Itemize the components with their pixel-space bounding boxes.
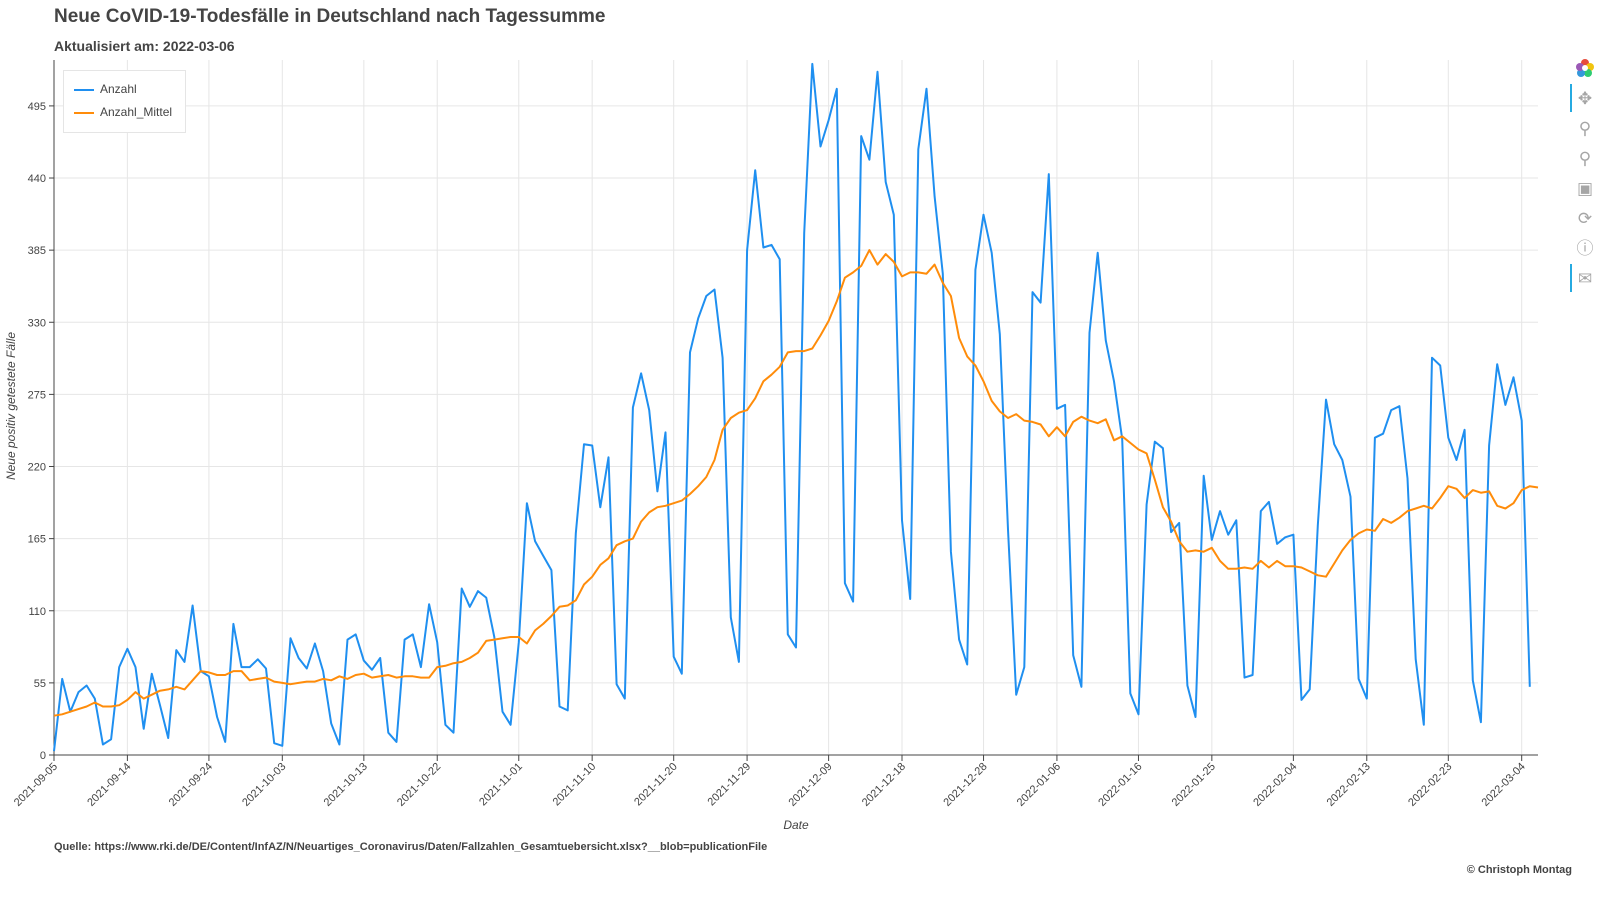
copyright-note: © Christoph Montag [1466, 864, 1572, 876]
x-tick-label: 2022-01-06 [1015, 761, 1063, 809]
grid [53, 60, 1538, 756]
x-tick-label: 2022-01-25 [1170, 761, 1218, 809]
y-tick-label: 495 [28, 101, 46, 113]
source-note: Quelle: https://www.rki.de/DE/Content/In… [54, 841, 768, 853]
legend-label-anzahl: Anzahl [100, 82, 137, 96]
bokeh-logo-icon[interactable] [1574, 58, 1596, 80]
x-tick-label: 2021-11-10 [551, 761, 599, 809]
pan-icon[interactable]: ✥ [1577, 89, 1593, 108]
series-line-anzahl-mittel[interactable] [53, 249, 1539, 717]
active-tool-indicator [1570, 84, 1572, 112]
legend-label-mittel: Anzahl_Mittel [100, 105, 173, 119]
x-tick-label: 2021-11-29 [706, 761, 754, 809]
x-tick-label: 2021-09-05 [12, 761, 60, 809]
legend-item-mittel[interactable]: Anzahl_Mittel [74, 105, 172, 119]
hover-icon[interactable]: ✉ [1577, 269, 1593, 288]
axes: 0 55 110 165 220 275 330 385 440 495 2021-09-05 202… [12, 60, 1538, 809]
x-tick-label: 2022-03-04 [1480, 761, 1528, 809]
x-tick-label: 2021-12-28 [941, 761, 989, 809]
legend-item-anzahl[interactable]: Anzahl [74, 82, 137, 96]
x-tick-label: 2021-11-20 [632, 761, 680, 809]
x-tick-label: 2022-02-23 [1406, 761, 1454, 809]
y-tick-label: 330 [28, 317, 46, 329]
y-tick-label: 0 [40, 750, 46, 762]
y-tick-label: 165 [28, 534, 46, 546]
y-tick-label: 55 [34, 678, 46, 690]
active-hover-indicator [1570, 264, 1572, 292]
x-tick-label: 2021-09-14 [85, 761, 133, 809]
chart-toolbar: ✥ ⚲ ⚲ ▣ ⟳ ⓘ ✉ [1570, 58, 1598, 308]
x-tick-label: 2021-10-13 [322, 761, 370, 809]
chart-title: Neue CoVID-19-Todesfälle in Deutschland … [54, 6, 606, 27]
x-tick-label: 2021-10-03 [240, 761, 288, 809]
legend[interactable]: Anzahl Anzahl_Mittel [63, 70, 186, 133]
chart-subtitle: Aktualisiert am: 2022-03-06 [54, 38, 235, 54]
y-tick-label: 220 [28, 462, 46, 474]
x-tick-label: 2022-02-04 [1251, 761, 1299, 809]
y-axis-label: Neue positiv getestete Fälle [4, 332, 18, 480]
x-tick-label: 2021-12-18 [860, 761, 908, 809]
wheel-zoom-icon[interactable]: ⚲ [1578, 149, 1592, 168]
x-axis-label: Date [783, 818, 809, 832]
y-tick-label: 385 [28, 245, 46, 257]
series-layer [53, 62, 1539, 752]
y-tick-label: 110 [28, 606, 46, 618]
legend-swatch-mittel [74, 111, 94, 114]
y-tick-label: 440 [28, 173, 46, 185]
y-tick-label: 275 [28, 389, 46, 401]
box-zoom-icon[interactable]: ⚲ [1578, 119, 1592, 138]
save-icon[interactable]: ▣ [1576, 179, 1594, 198]
x-tick-label: 2022-01-16 [1096, 761, 1144, 809]
x-tick-label: 2021-11-01 [477, 761, 525, 809]
x-tick-label: 2022-02-13 [1325, 761, 1373, 809]
x-tick-label: 2021-10-22 [395, 761, 443, 809]
series-line-anzahl[interactable] [53, 62, 1531, 752]
legend-swatch-anzahl [74, 88, 94, 91]
help-icon[interactable]: ⓘ [1576, 239, 1594, 258]
x-tick-label: 2021-12-09 [786, 761, 834, 809]
x-tick-label: 2021-09-24 [167, 761, 215, 809]
reset-icon[interactable]: ⟳ [1577, 209, 1593, 228]
